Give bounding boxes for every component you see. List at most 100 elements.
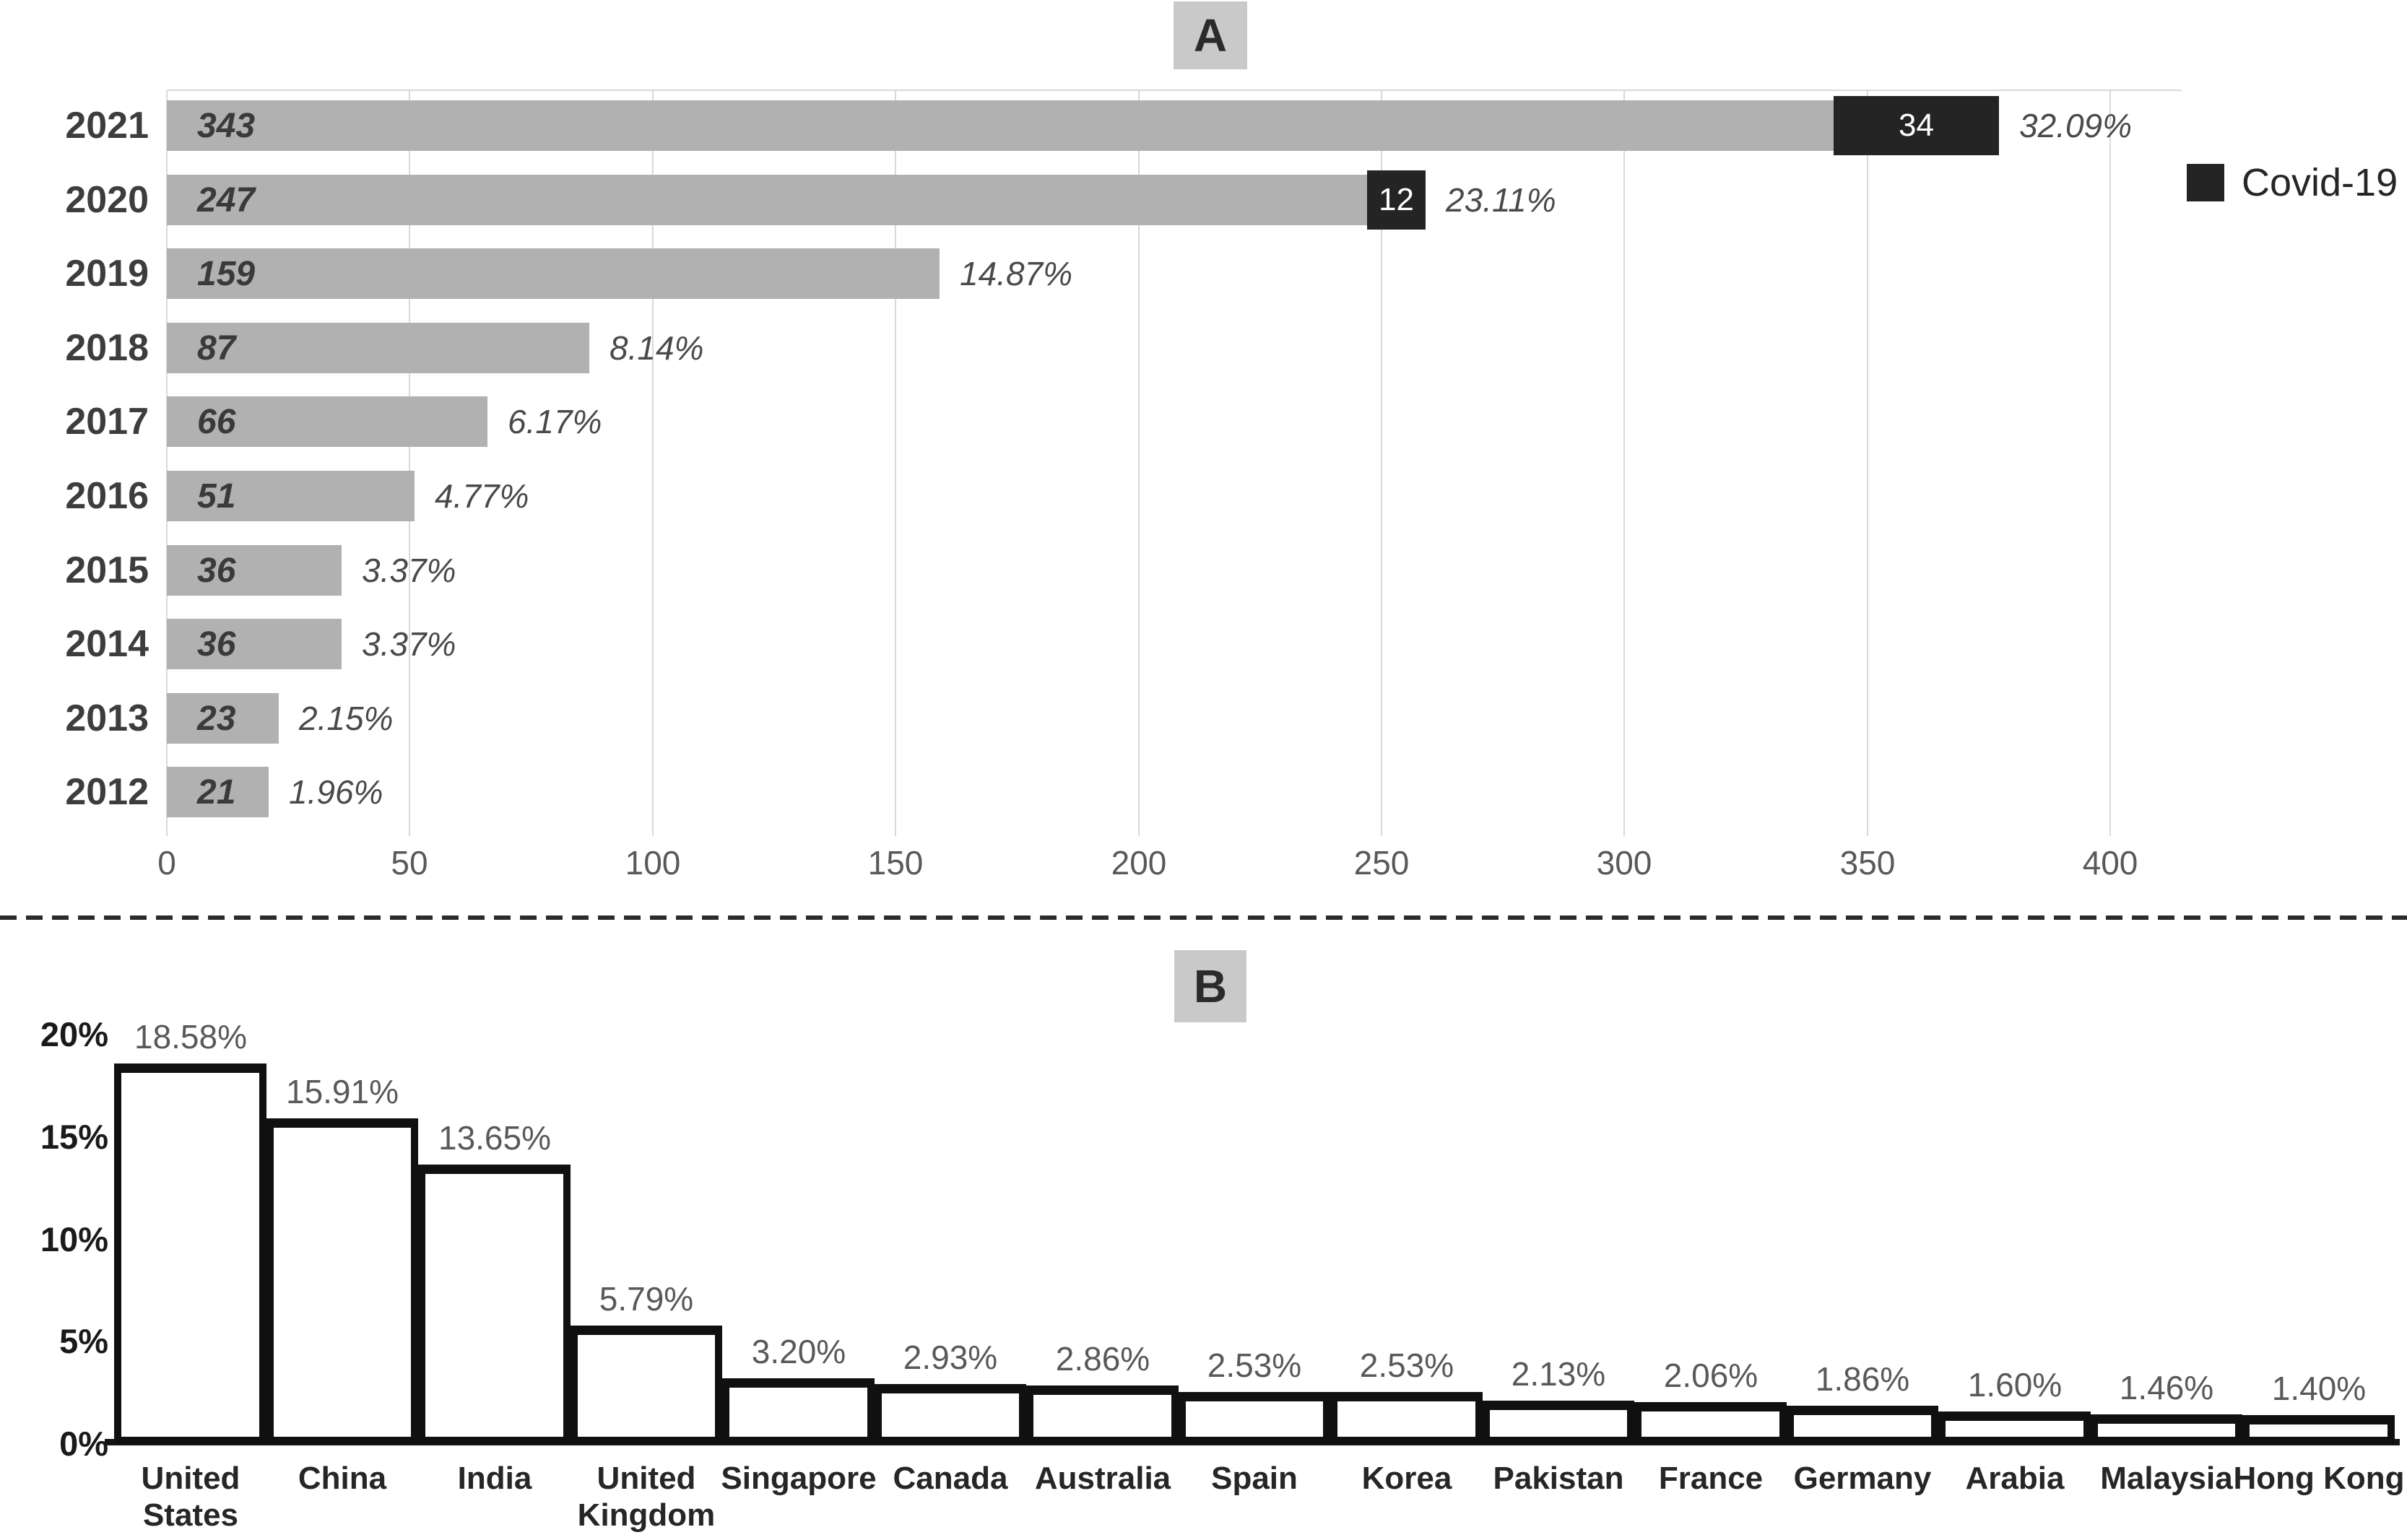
bar-row: 159 14.87%	[167, 244, 1072, 303]
bar-row: 21 1.96%	[167, 762, 383, 822]
column-percent-label: 1.46%	[2119, 1369, 2214, 1406]
column-category-label: United States	[141, 1461, 240, 1533]
y-axis-year-label: 2020	[65, 179, 149, 221]
total-bar-segment: 36	[167, 545, 342, 596]
column-category-label: Spain	[1211, 1461, 1298, 1496]
column-category-label: Arabia	[1965, 1461, 2065, 1496]
bar-row: 51 4.77%	[167, 466, 529, 526]
column-percent-label: 5.79%	[599, 1280, 694, 1318]
column-percent-label: 2.13%	[1511, 1355, 1606, 1393]
gridline	[1381, 91, 1382, 836]
y-axis-year-label: 2014	[65, 623, 149, 665]
total-bar-segment: 247	[167, 175, 1367, 225]
covid-bar-segment: 34	[1834, 96, 1999, 155]
column-bar	[1938, 1411, 2091, 1444]
column-category-label: Hong Kong	[2233, 1461, 2405, 1496]
column-percent-label: 1.60%	[1967, 1366, 2063, 1404]
column-percent-label: 2.86%	[1055, 1340, 1150, 1378]
column-percent-label: 15.91%	[285, 1073, 399, 1110]
y-axis-year-label: 2021	[65, 105, 149, 147]
bar-value-label: 23	[197, 699, 236, 738]
total-bar-segment: 51	[167, 471, 415, 521]
column-category-label: Singapore	[721, 1461, 877, 1496]
total-bar-segment: 36	[167, 619, 342, 669]
column-category-label: India	[457, 1461, 532, 1496]
percent-label: 2.15%	[299, 700, 394, 737]
bar-value-label: 51	[197, 477, 236, 515]
panel-a-label: A	[1193, 9, 1228, 61]
x-axis-tick-label: 200	[1111, 844, 1167, 882]
column-percent-label: 2.53%	[1207, 1347, 1302, 1384]
column-percent-label: 3.20%	[751, 1333, 846, 1370]
y-axis-year-label: 2013	[65, 697, 149, 739]
bar-value-label: 21	[197, 773, 236, 812]
gridline	[1138, 91, 1140, 836]
covid19-legend-label: Covid-19	[2242, 161, 2398, 204]
column-category-label: Germany	[1793, 1461, 1932, 1496]
gridline	[166, 91, 168, 836]
y-axis-tick-label: 0%	[59, 1424, 108, 1463]
plot-area-top-border	[167, 90, 2182, 91]
legend: Covid-19	[2187, 160, 2398, 205]
column-category-label: Canada	[893, 1461, 1008, 1496]
bar-row: 23 2.15%	[167, 689, 393, 748]
total-bar-segment: 66	[167, 396, 487, 447]
bar-value-label: 66	[197, 402, 236, 441]
bar-value-label: 36	[197, 551, 236, 590]
gridline	[1867, 91, 1868, 836]
covid-value-label: 12	[1379, 182, 1414, 217]
y-axis-year-label: 2012	[65, 771, 149, 813]
panel-b-chart: 0% 5% 10% 15% 20% 18.58% United States 15.91% Ch…	[0, 939, 2407, 1540]
panel-b-label-box: B	[1174, 950, 1246, 1022]
x-axis-tick-label: 300	[1596, 844, 1652, 882]
x-axis-tick-label: 100	[625, 844, 681, 882]
total-bar-segment: 23	[167, 693, 279, 744]
total-bar-segment: 343	[167, 100, 1834, 151]
y-axis-tick-label: 15%	[40, 1118, 108, 1156]
column-percent-label: 13.65%	[438, 1119, 551, 1157]
total-bar-segment: 87	[167, 323, 589, 373]
bar-value-label: 87	[197, 329, 236, 367]
y-axis-year-label: 2018	[65, 327, 149, 369]
bar-value-label: 247	[197, 180, 256, 219]
bar-row: 343 34 32.09%	[167, 96, 2132, 155]
covid-bar-segment: 12	[1367, 170, 1426, 230]
gridline	[895, 91, 896, 836]
bar-row: 87 8.14%	[167, 318, 703, 378]
column-category-label: Australia	[1034, 1461, 1171, 1496]
column-bar	[1026, 1385, 1179, 1444]
x-axis-tick-label: 0	[157, 844, 176, 882]
column-category-label: France	[1658, 1461, 1764, 1496]
gridline	[409, 91, 410, 836]
y-axis-year-label: 2017	[65, 401, 149, 443]
bar-value-label: 343	[197, 106, 256, 145]
total-bar-segment: 159	[167, 248, 940, 299]
percent-label: 8.14%	[610, 329, 704, 367]
panel-separator-dashed-line	[0, 915, 2407, 920]
panel-a-label-box: A	[1174, 1, 1247, 69]
percent-label: 23.11%	[1446, 181, 1556, 219]
column-bar	[2242, 1415, 2395, 1444]
percent-label: 3.37%	[362, 625, 456, 663]
bar-value-label: 159	[197, 254, 256, 293]
column-bar	[266, 1118, 418, 1444]
bar-value-label: 36	[197, 625, 236, 664]
column-percent-label: 1.40%	[2271, 1370, 2367, 1407]
column-bar	[2091, 1414, 2242, 1444]
column-category-label: Pakistan	[1493, 1461, 1624, 1496]
x-axis-tick-label: 250	[1353, 844, 1410, 882]
y-axis-tick-label: 5%	[59, 1322, 108, 1360]
column-category-label: China	[298, 1461, 387, 1496]
column-bar	[875, 1384, 1026, 1444]
column-percent-label: 2.93%	[903, 1339, 998, 1376]
gridline	[2109, 91, 2111, 836]
bar-row: 36 3.37%	[167, 614, 456, 674]
x-axis-tick-label: 400	[2082, 844, 2138, 882]
column-bar	[1787, 1406, 1938, 1444]
x-axis-tick-label: 50	[391, 844, 428, 882]
total-bar-segment: 21	[167, 767, 269, 817]
column-category-label: Malaysia	[2100, 1461, 2233, 1496]
column-bar	[571, 1326, 722, 1444]
column-bar	[114, 1063, 266, 1444]
